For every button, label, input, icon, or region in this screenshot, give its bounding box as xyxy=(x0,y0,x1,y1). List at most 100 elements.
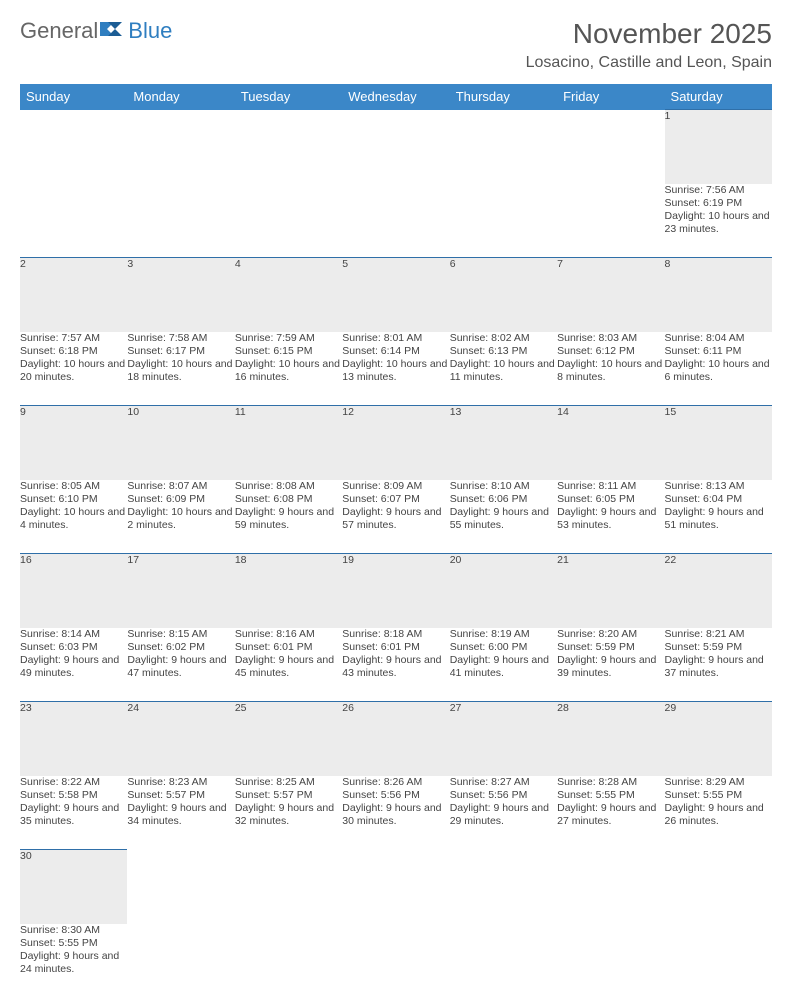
day-detail-cell: Sunrise: 8:18 AMSunset: 6:01 PMDaylight:… xyxy=(342,628,449,702)
day-detail-cell: Sunrise: 8:19 AMSunset: 6:00 PMDaylight:… xyxy=(450,628,557,702)
daylight-text: Daylight: 10 hours and 11 minutes. xyxy=(450,358,557,384)
page-header: General Blue November 2025 Losacino, Cas… xyxy=(20,18,772,72)
day-detail-cell: Sunrise: 8:02 AMSunset: 6:13 PMDaylight:… xyxy=(450,332,557,406)
day-detail-cell: Sunrise: 8:14 AMSunset: 6:03 PMDaylight:… xyxy=(20,628,127,702)
daylight-text: Daylight: 9 hours and 45 minutes. xyxy=(235,654,342,680)
sunset-text: Sunset: 5:56 PM xyxy=(450,789,557,802)
day-header: Saturday xyxy=(665,84,772,110)
sunset-text: Sunset: 6:06 PM xyxy=(450,493,557,506)
week-number-row: 1 xyxy=(20,110,772,184)
day-number-cell: 3 xyxy=(127,258,234,332)
week-detail-row: Sunrise: 7:56 AMSunset: 6:19 PMDaylight:… xyxy=(20,184,772,258)
sunrise-text: Sunrise: 8:29 AM xyxy=(665,776,772,789)
calendar-body: 1Sunrise: 7:56 AMSunset: 6:19 PMDaylight… xyxy=(20,110,772,998)
day-header: Tuesday xyxy=(235,84,342,110)
sunset-text: Sunset: 6:18 PM xyxy=(20,345,127,358)
day-number-cell: 25 xyxy=(235,702,342,776)
day-detail-cell: Sunrise: 8:01 AMSunset: 6:14 PMDaylight:… xyxy=(342,332,449,406)
sunrise-text: Sunrise: 8:05 AM xyxy=(20,480,127,493)
week-detail-row: Sunrise: 8:14 AMSunset: 6:03 PMDaylight:… xyxy=(20,628,772,702)
day-number-cell xyxy=(20,110,127,184)
day-detail-cell: Sunrise: 8:23 AMSunset: 5:57 PMDaylight:… xyxy=(127,776,234,850)
week-detail-row: Sunrise: 8:05 AMSunset: 6:10 PMDaylight:… xyxy=(20,480,772,554)
day-detail-cell: Sunrise: 8:15 AMSunset: 6:02 PMDaylight:… xyxy=(127,628,234,702)
day-number-cell: 12 xyxy=(342,406,449,480)
day-number-cell: 20 xyxy=(450,554,557,628)
day-number-cell: 24 xyxy=(127,702,234,776)
daylight-text: Daylight: 9 hours and 39 minutes. xyxy=(557,654,664,680)
sunset-text: Sunset: 6:09 PM xyxy=(127,493,234,506)
sunset-text: Sunset: 6:10 PM xyxy=(20,493,127,506)
daylight-text: Daylight: 10 hours and 8 minutes. xyxy=(557,358,664,384)
day-detail-cell: Sunrise: 8:29 AMSunset: 5:55 PMDaylight:… xyxy=(665,776,772,850)
sunrise-text: Sunrise: 8:14 AM xyxy=(20,628,127,641)
daylight-text: Daylight: 10 hours and 16 minutes. xyxy=(235,358,342,384)
sunrise-text: Sunrise: 8:15 AM xyxy=(127,628,234,641)
day-detail-cell: Sunrise: 7:57 AMSunset: 6:18 PMDaylight:… xyxy=(20,332,127,406)
day-number-cell xyxy=(450,850,557,924)
day-detail-cell: Sunrise: 7:58 AMSunset: 6:17 PMDaylight:… xyxy=(127,332,234,406)
day-detail-cell xyxy=(450,184,557,258)
day-detail-cell: Sunrise: 8:04 AMSunset: 6:11 PMDaylight:… xyxy=(665,332,772,406)
daylight-text: Daylight: 9 hours and 43 minutes. xyxy=(342,654,449,680)
day-detail-cell xyxy=(127,184,234,258)
day-detail-cell xyxy=(235,924,342,998)
sunset-text: Sunset: 6:17 PM xyxy=(127,345,234,358)
day-number-cell: 18 xyxy=(235,554,342,628)
daylight-text: Daylight: 9 hours and 37 minutes. xyxy=(665,654,772,680)
day-detail-cell: Sunrise: 8:22 AMSunset: 5:58 PMDaylight:… xyxy=(20,776,127,850)
daylight-text: Daylight: 9 hours and 51 minutes. xyxy=(665,506,772,532)
sunrise-text: Sunrise: 8:01 AM xyxy=(342,332,449,345)
sunrise-text: Sunrise: 8:20 AM xyxy=(557,628,664,641)
sunset-text: Sunset: 5:59 PM xyxy=(557,641,664,654)
daylight-text: Daylight: 10 hours and 2 minutes. xyxy=(127,506,234,532)
day-detail-cell xyxy=(20,184,127,258)
day-detail-cell: Sunrise: 8:26 AMSunset: 5:56 PMDaylight:… xyxy=(342,776,449,850)
day-header: Sunday xyxy=(20,84,127,110)
sunrise-text: Sunrise: 8:18 AM xyxy=(342,628,449,641)
week-number-row: 23242526272829 xyxy=(20,702,772,776)
sunrise-text: Sunrise: 8:04 AM xyxy=(665,332,772,345)
sunrise-text: Sunrise: 8:16 AM xyxy=(235,628,342,641)
day-header: Thursday xyxy=(450,84,557,110)
day-detail-cell xyxy=(557,924,664,998)
day-detail-cell xyxy=(557,184,664,258)
day-number-cell: 6 xyxy=(450,258,557,332)
day-detail-cell xyxy=(235,184,342,258)
day-detail-cell: Sunrise: 8:11 AMSunset: 6:05 PMDaylight:… xyxy=(557,480,664,554)
daylight-text: Daylight: 9 hours and 24 minutes. xyxy=(20,950,127,976)
day-detail-cell xyxy=(665,924,772,998)
daylight-text: Daylight: 9 hours and 47 minutes. xyxy=(127,654,234,680)
sunrise-text: Sunrise: 7:58 AM xyxy=(127,332,234,345)
week-number-row: 9101112131415 xyxy=(20,406,772,480)
sunrise-text: Sunrise: 8:10 AM xyxy=(450,480,557,493)
sunrise-text: Sunrise: 8:08 AM xyxy=(235,480,342,493)
sunset-text: Sunset: 6:01 PM xyxy=(342,641,449,654)
day-number-cell: 4 xyxy=(235,258,342,332)
sunset-text: Sunset: 6:14 PM xyxy=(342,345,449,358)
day-number-cell xyxy=(127,110,234,184)
day-number-cell: 2 xyxy=(20,258,127,332)
sunset-text: Sunset: 6:13 PM xyxy=(450,345,557,358)
sunset-text: Sunset: 6:05 PM xyxy=(557,493,664,506)
sunrise-text: Sunrise: 7:57 AM xyxy=(20,332,127,345)
day-number-cell: 22 xyxy=(665,554,772,628)
sunset-text: Sunset: 5:55 PM xyxy=(665,789,772,802)
day-number-cell: 10 xyxy=(127,406,234,480)
sunset-text: Sunset: 6:01 PM xyxy=(235,641,342,654)
day-number-cell: 8 xyxy=(665,258,772,332)
day-number-cell xyxy=(342,850,449,924)
day-number-cell xyxy=(557,850,664,924)
sunset-text: Sunset: 5:58 PM xyxy=(20,789,127,802)
sunset-text: Sunset: 6:08 PM xyxy=(235,493,342,506)
day-number-cell: 23 xyxy=(20,702,127,776)
daylight-text: Daylight: 9 hours and 41 minutes. xyxy=(450,654,557,680)
daylight-text: Daylight: 9 hours and 29 minutes. xyxy=(450,802,557,828)
day-number-cell: 16 xyxy=(20,554,127,628)
week-detail-row: Sunrise: 8:30 AMSunset: 5:55 PMDaylight:… xyxy=(20,924,772,998)
day-detail-cell: Sunrise: 8:30 AMSunset: 5:55 PMDaylight:… xyxy=(20,924,127,998)
daylight-text: Daylight: 10 hours and 23 minutes. xyxy=(665,210,772,236)
day-number-cell xyxy=(557,110,664,184)
day-detail-cell xyxy=(127,924,234,998)
day-number-cell: 30 xyxy=(20,850,127,924)
